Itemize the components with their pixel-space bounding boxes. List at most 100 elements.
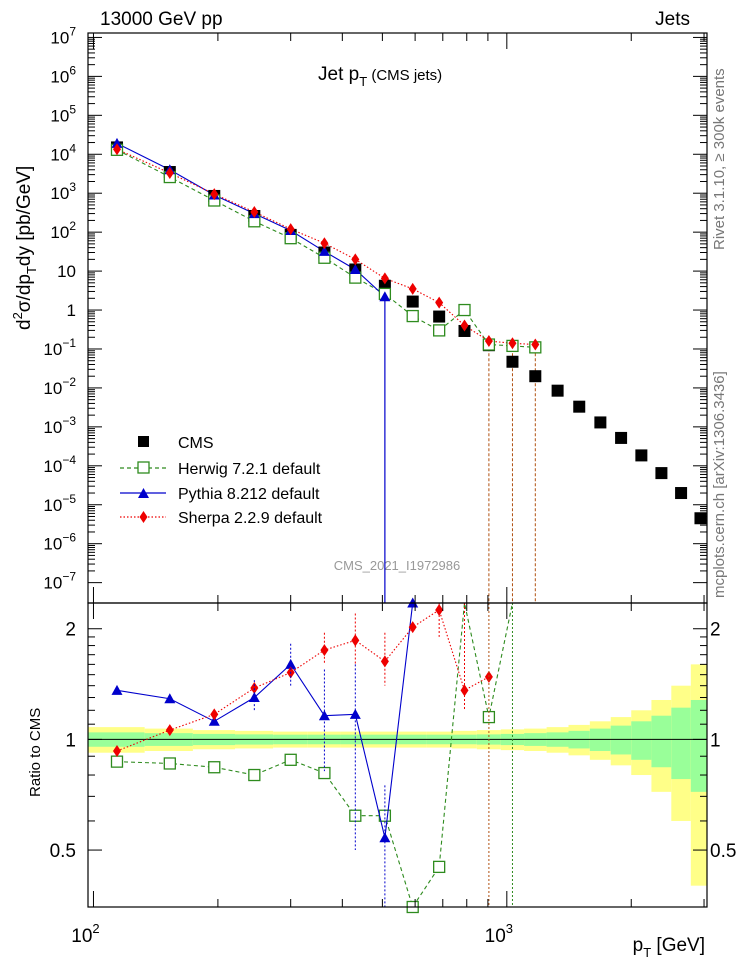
title-sub: T — [359, 74, 367, 89]
x-tick-label: 102 — [71, 921, 99, 947]
mcplots-label: mcplots.cern.ch [arXiv:1306.3436] — [711, 371, 728, 598]
ratio-point-diamond — [351, 634, 360, 647]
ratio-y-tick-label: 2 — [65, 620, 76, 641]
ratio-point-triangle — [111, 684, 123, 695]
point-square — [615, 431, 628, 444]
ratio-point-diamond — [112, 744, 121, 757]
y-tick-label: 107 — [50, 24, 76, 47]
y-tick-label: 10−6 — [43, 531, 76, 554]
point-open-square — [406, 309, 419, 323]
legend-sherpa-label: Sherpa 2.2.9 default — [178, 510, 323, 527]
point-open-square — [433, 324, 446, 337]
legend-herwig-marker — [137, 461, 150, 474]
ratio-point-open-square — [318, 766, 331, 780]
band-inner — [610, 725, 632, 755]
y-tick-label: 106 — [50, 63, 76, 86]
band-inner — [690, 699, 707, 792]
ratio-point-triangle — [208, 715, 220, 726]
ratio-y-tick-label: 0.5 — [50, 841, 76, 862]
ratio-point-diamond — [460, 684, 469, 697]
legend-sherpa-marker — [139, 511, 148, 523]
ratio-point-open-square — [208, 761, 221, 774]
point-square — [433, 310, 446, 323]
ratio-point-open-square — [110, 755, 124, 768]
ratio-ylabel: Ratio to CMS — [27, 708, 44, 797]
point-diamond — [484, 335, 493, 348]
legend-cms-marker — [138, 436, 149, 447]
point-diamond — [286, 223, 295, 236]
main-ylabel: d2σ/dpTdy [pb/GeV] — [10, 166, 39, 330]
ratio-point-open-square — [248, 768, 261, 782]
y-tick-label: 10−7 — [43, 570, 76, 593]
legend: CMS Herwig 7.2.1 default Pythia 8.212 de… — [120, 435, 323, 527]
ratio-point-open-square — [163, 757, 176, 770]
ratio-y-tick-label-right: 1 — [710, 730, 721, 751]
axes: 10710610510410310210110−110−210−310−410−… — [43, 24, 736, 947]
point-diamond — [320, 237, 329, 250]
analysis-id: CMS_2021_I1972986 — [334, 558, 461, 573]
legend-herwig-label: Herwig 7.2.1 default — [178, 461, 321, 478]
point-diamond — [435, 296, 444, 309]
y-tick-label: 105 — [50, 102, 76, 125]
point-square — [635, 449, 648, 462]
y-tick-label: 1 — [67, 301, 76, 320]
legend-cms-label: CMS — [178, 435, 214, 452]
ratio-y-tick-label: 1 — [65, 730, 76, 751]
ratio-panel — [110, 597, 514, 914]
band-inner — [651, 715, 672, 768]
ratio-point-open-square — [433, 860, 446, 874]
point-square — [506, 355, 519, 368]
ratio-point-diamond — [165, 724, 174, 737]
y-tick-label: 10−2 — [43, 375, 76, 398]
point-diamond — [508, 337, 517, 350]
title-main: Jet p — [318, 64, 359, 85]
xlabel: pT [GeV] — [633, 935, 705, 960]
legend-pythia-marker — [138, 488, 149, 498]
legend-pythia-label: Pythia 8.212 default — [178, 486, 320, 503]
y-tick-label: 10 — [57, 262, 76, 281]
point-diamond — [380, 272, 389, 285]
point-square — [529, 370, 542, 383]
point-square — [551, 384, 564, 397]
ratio-point-triangle — [379, 832, 391, 843]
process-label: Jets — [655, 9, 690, 30]
band-inner — [631, 721, 652, 760]
y-tick-label: 10−3 — [43, 414, 76, 437]
point-square — [594, 416, 607, 429]
point-diamond — [460, 319, 469, 332]
ratio-point-open-square — [349, 809, 362, 822]
point-triangle — [349, 263, 361, 274]
point-square — [675, 487, 688, 500]
rivet-label: Rivet 3.1.10, ≥ 300k events — [711, 68, 728, 250]
x-tick-label: 103 — [485, 921, 513, 947]
ratio-point-diamond — [408, 621, 417, 634]
point-triangle — [318, 245, 330, 256]
ratio-point-triangle — [164, 693, 176, 704]
point-diamond — [165, 167, 174, 180]
point-square — [573, 400, 586, 413]
ratio-point-diamond — [250, 681, 259, 694]
ratio-y-tick-label-right: 0.5 — [710, 841, 736, 862]
y-tick-label: 104 — [50, 141, 76, 164]
ratio-point-diamond — [435, 603, 444, 616]
svg-text:d2σ/dpTdy [pb/GeV]: d2σ/dpTdy [pb/GeV] — [10, 166, 39, 330]
point-open-square — [458, 303, 471, 317]
point-diamond — [210, 188, 219, 201]
title-tail: (CMS jets) — [367, 67, 442, 84]
main-panel — [110, 137, 707, 603]
point-diamond — [351, 253, 360, 266]
y-tick-label: 10−4 — [43, 453, 76, 476]
point-diamond — [112, 143, 121, 156]
point-diamond — [531, 338, 540, 351]
ratio-point-open-square — [284, 753, 297, 766]
point-triangle — [111, 137, 123, 148]
point-triangle — [379, 291, 391, 302]
panel-title: Jet pT (CMS jets) — [318, 64, 442, 89]
band-inner — [671, 707, 691, 780]
y-tick-label: 102 — [50, 219, 76, 242]
point-square — [694, 512, 707, 525]
point-diamond — [408, 282, 417, 295]
point-square — [655, 467, 668, 480]
